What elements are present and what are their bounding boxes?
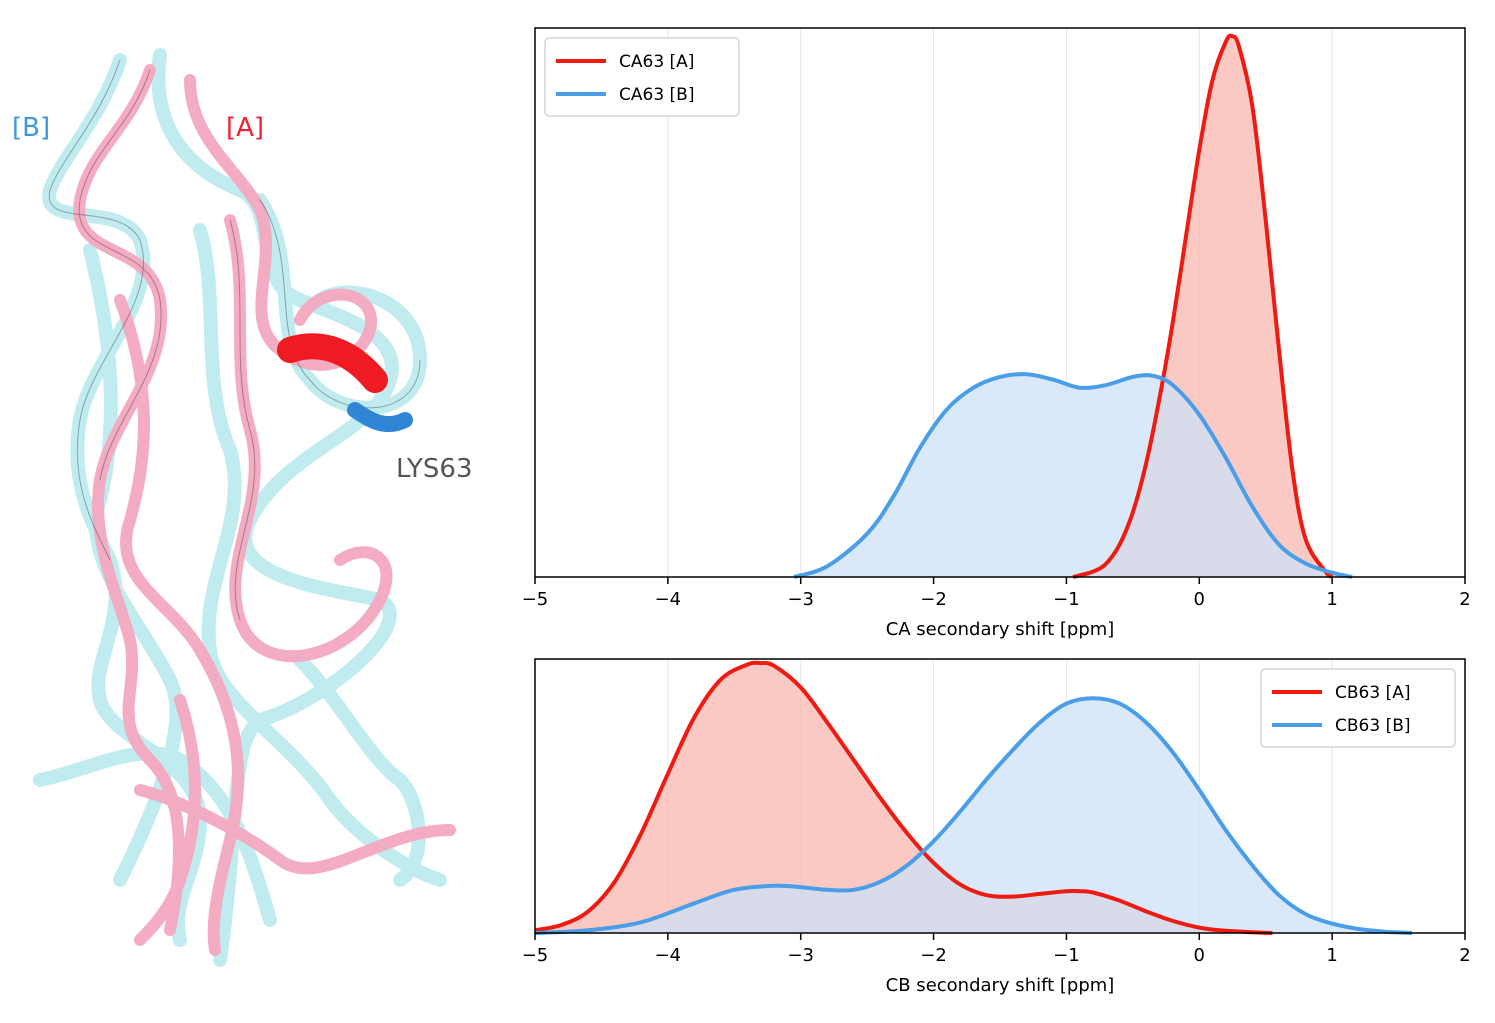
series-line-b (793, 372, 1353, 579)
residue-label: LYS63 (396, 454, 473, 484)
x-tick-label: 0 (1194, 945, 1205, 966)
legend-label-a: CB63 [A] (1335, 683, 1410, 703)
series-fill-a (535, 663, 1273, 933)
series-fill-a (1073, 36, 1333, 577)
series-fill-b (535, 698, 1412, 933)
protein-ensemble-structure: [B] [A] LYS63 (12, 48, 473, 967)
x-tick-label: −1 (1053, 945, 1080, 966)
series-line-a (1072, 33, 1334, 579)
x-axis-label: CB secondary shift [ppm] (886, 975, 1115, 996)
series-line-b (534, 696, 1412, 935)
ca-density: −5 −4 −3 −2 −1 0 1 2 CA secondary shift [ppm] CA6… (522, 27, 1471, 640)
highlight-b (347, 402, 413, 433)
x-tick-label: 2 (1459, 945, 1470, 966)
x-tick-label: −4 (655, 945, 682, 966)
legend: CB63 [A] CB63 [B] (1260, 668, 1456, 748)
highlight-a (277, 333, 388, 393)
legend: CA63 [A] CA63 [B] (544, 37, 740, 117)
series-fill-b (794, 374, 1353, 577)
x-tick-label: −5 (522, 945, 549, 966)
x-tick-label: 1 (1326, 589, 1337, 610)
x-tick-label: 0 (1194, 589, 1205, 610)
x-tick-label: −3 (787, 945, 814, 966)
x-tick-label: −4 (655, 589, 682, 610)
x-tick-label: −3 (787, 589, 814, 610)
legend-label-b: CB63 [B] (1335, 716, 1411, 736)
series-line-a (534, 660, 1273, 935)
x-tick-label: −2 (920, 945, 947, 966)
x-tick-label: 2 (1459, 589, 1470, 610)
structure-label-b: [B] (12, 113, 50, 143)
legend-label-b: CA63 [B] (619, 85, 694, 105)
axes-frame (534, 27, 1466, 578)
x-tick-label: −1 (1053, 589, 1080, 610)
x-axis-label: CA secondary shift [ppm] (886, 619, 1115, 640)
structure-label-a: [A] (226, 113, 264, 143)
axes-frame (534, 658, 1466, 934)
legend-label-a: CA63 [A] (619, 52, 694, 72)
x-tick-label: −5 (522, 589, 549, 610)
legend-box (544, 37, 740, 117)
ensemble-tubes (33, 48, 456, 967)
cb-density: −5 −4 −3 −2 −1 0 1 2 CB secondary shift [ppm] CB6… (522, 658, 1471, 996)
legend-box (1260, 668, 1456, 748)
x-tick-label: 1 (1326, 945, 1337, 966)
x-tick-label: −2 (920, 589, 947, 610)
